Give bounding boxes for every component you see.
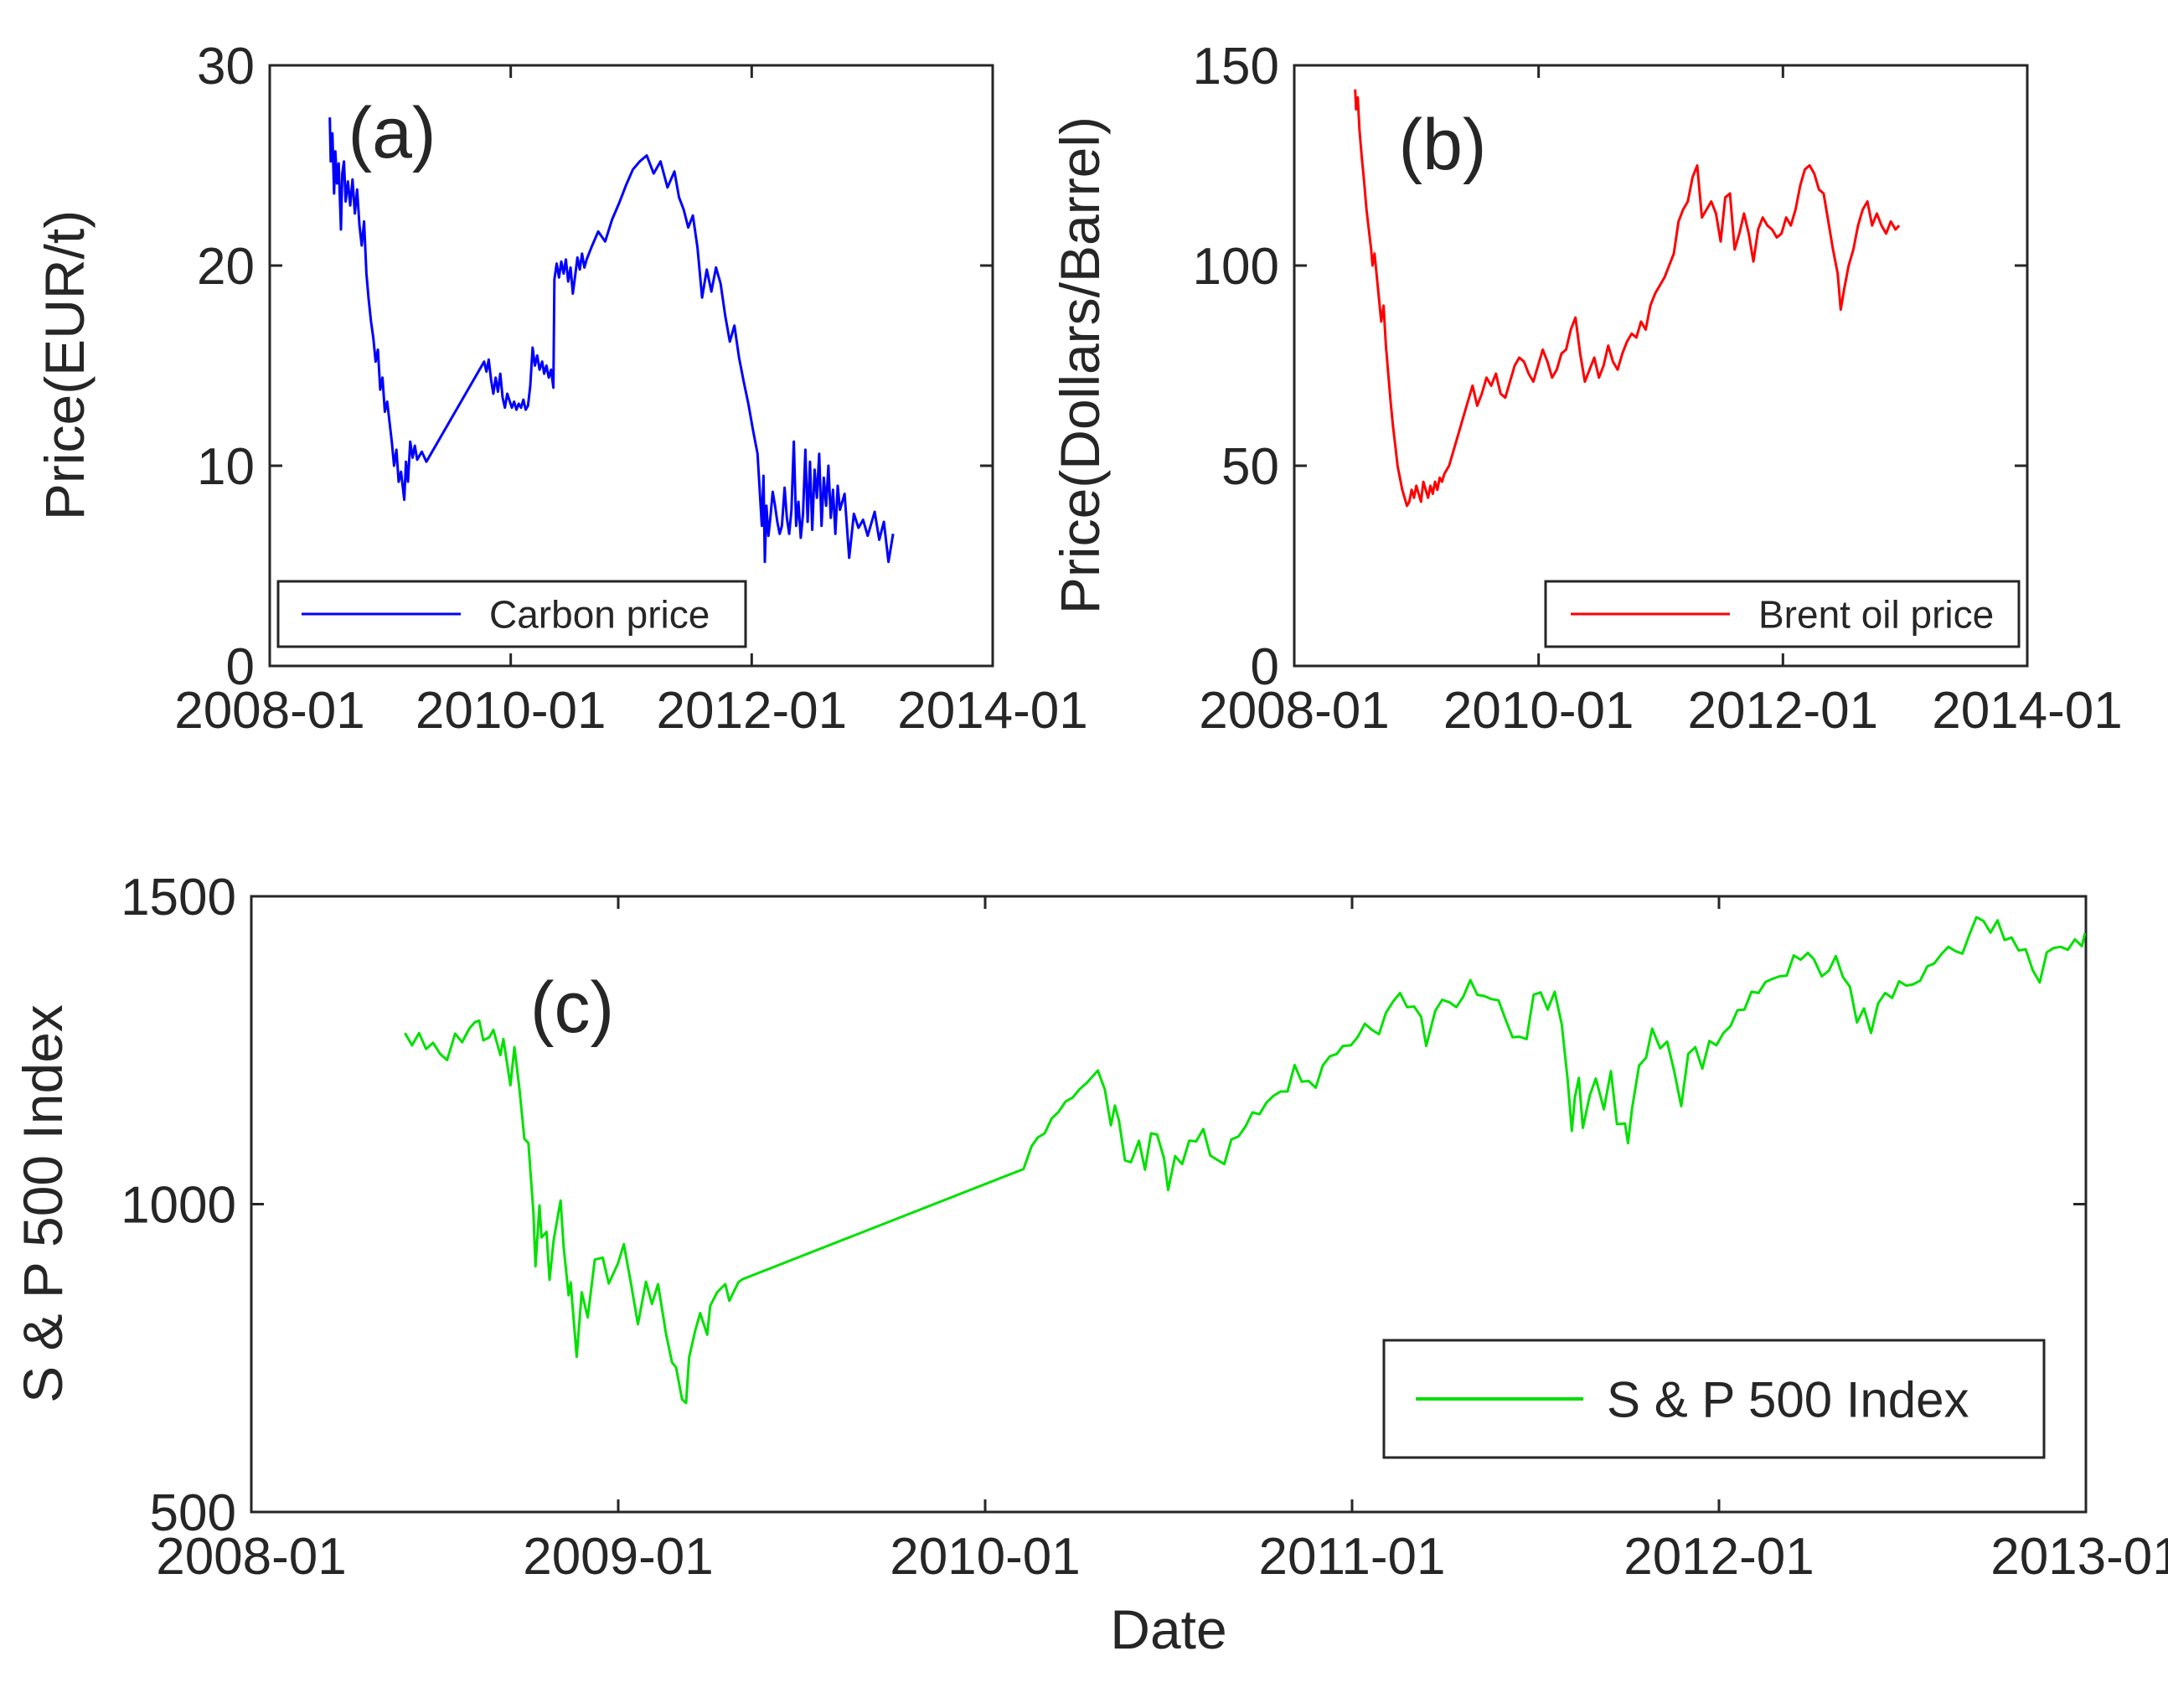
panel-c-letter: (c) — [530, 968, 614, 1048]
panel-a-ylabel: Price(EUR/t) — [34, 210, 95, 520]
panel-b-axes-frame — [1293, 64, 2029, 668]
panel-a-ytick-label: 0 — [226, 638, 255, 696]
panel-a-series-line — [328, 117, 895, 564]
panel-b-ytick-label: 0 — [1251, 638, 1279, 696]
panel-c-legend-label: S & P 500 Index — [1607, 1372, 1969, 1428]
panel-b-legend-label: Brent oil price — [1758, 593, 1994, 637]
panel-c-ytick-label: 500 — [150, 1484, 236, 1542]
panel-c-ylabel: S & P 500 Index — [12, 1004, 74, 1403]
panel-a-axes-frame — [268, 64, 994, 668]
panel-a-ytick-label: 10 — [197, 438, 255, 496]
panel-a-ytick-label: 30 — [197, 38, 255, 95]
panel-b-xtick-label: 2014-01 — [1932, 682, 2123, 740]
panel-c-ytick-label: 1500 — [121, 869, 236, 926]
panel-b-ytick-label: 50 — [1221, 438, 1279, 496]
panel-b-xtick-label: 2010-01 — [1443, 682, 1634, 740]
panel-a-letter: (a) — [348, 93, 436, 173]
panel-a-ytick-label: 20 — [197, 238, 255, 296]
panel-b-ylabel: Price(Dollars/Barrel) — [1049, 116, 1111, 614]
panel-c-legend-box — [1382, 1339, 2046, 1459]
panel-c: 2008-01 2009-01 2010-01 2011-01 2012-01 2013-… — [12, 869, 2168, 1660]
panel-c-xtick-label: 2013-01 — [1990, 1528, 2168, 1586]
panel-a-xtick-label: 2010-01 — [416, 682, 607, 740]
panel-b-xtick-label: 2012-01 — [1688, 682, 1879, 740]
panel-c-xtick-label: 2008-01 — [156, 1528, 347, 1586]
panel-c-xtick-label: 2010-01 — [890, 1528, 1081, 1586]
panel-b-ytick-label: 150 — [1193, 38, 1279, 95]
panel-c-xtick-label: 2011-01 — [1259, 1528, 1446, 1586]
panel-b-series-line — [1354, 89, 1901, 508]
panel-c-xtick-label: 2012-01 — [1623, 1528, 1814, 1586]
panel-a-xtick-label: 2008-01 — [174, 682, 365, 740]
panel-b-letter: (b) — [1398, 105, 1486, 185]
panel-b: 2008-01 2010-01 2012-01 2014-01 0 50 100 150 Pri… — [1049, 38, 2123, 740]
panel-c-series-line — [404, 916, 2087, 1405]
panel-c-ytick-label: 1000 — [121, 1177, 236, 1235]
panel-a-xtick-label: 2014-01 — [897, 682, 1088, 740]
panel-c-xtick-label: 2009-01 — [523, 1528, 714, 1586]
panel-b-ytick-label: 100 — [1193, 238, 1279, 296]
panel-b-xtick-label: 2008-01 — [1199, 682, 1390, 740]
panel-c-xlabel: Date — [1110, 1598, 1226, 1660]
panel-a-legend-label: Carbon price — [489, 593, 710, 637]
panel-a-xtick-label: 2012-01 — [657, 682, 848, 740]
panel-a: 2008-01 2010-01 2012-01 2014-01 0 10 20 30 Price… — [34, 38, 1088, 740]
